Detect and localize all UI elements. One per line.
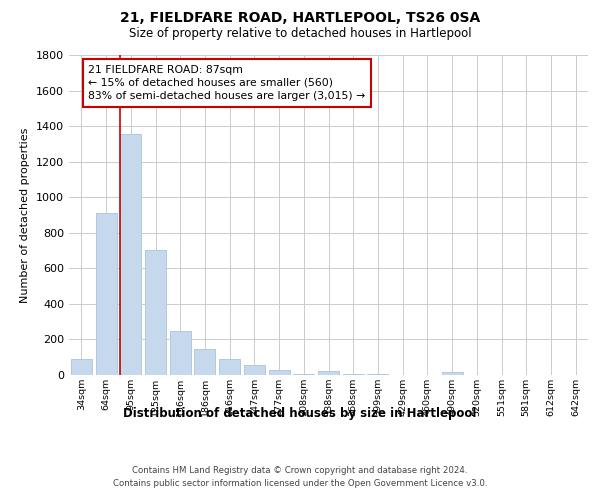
Bar	[367, 374, 388, 375]
Bar	[343, 374, 364, 375]
Y-axis label: Number of detached properties: Number of detached properties	[20, 128, 31, 302]
Bar	[269, 370, 290, 375]
Text: Contains HM Land Registry data © Crown copyright and database right 2024.: Contains HM Land Registry data © Crown c…	[132, 466, 468, 475]
Bar	[170, 330, 191, 375]
Text: Contains public sector information licensed under the Open Government Licence v3: Contains public sector information licen…	[113, 479, 487, 488]
Bar	[120, 134, 141, 375]
Bar	[293, 374, 314, 375]
Bar	[219, 359, 240, 375]
Bar	[442, 372, 463, 375]
Bar	[244, 365, 265, 375]
Text: Distribution of detached houses by size in Hartlepool: Distribution of detached houses by size …	[124, 408, 476, 420]
Bar	[95, 213, 116, 375]
Text: 21, FIELDFARE ROAD, HARTLEPOOL, TS26 0SA: 21, FIELDFARE ROAD, HARTLEPOOL, TS26 0SA	[120, 12, 480, 26]
Bar	[71, 359, 92, 375]
Bar	[194, 349, 215, 375]
Bar	[145, 250, 166, 375]
Bar	[318, 372, 339, 375]
Text: 21 FIELDFARE ROAD: 87sqm
← 15% of detached houses are smaller (560)
83% of semi-: 21 FIELDFARE ROAD: 87sqm ← 15% of detach…	[88, 65, 365, 101]
Text: Size of property relative to detached houses in Hartlepool: Size of property relative to detached ho…	[128, 28, 472, 40]
